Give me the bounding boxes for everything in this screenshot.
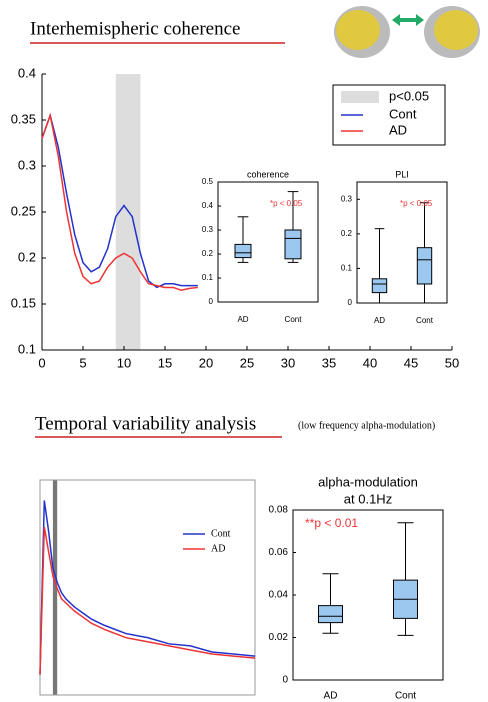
y-tick-label: 0.2 (202, 249, 214, 258)
x-tick-label: 20 (199, 355, 213, 370)
x-tick-label: AD (237, 315, 248, 324)
y-tick-label: 0.04 (269, 590, 289, 601)
x-tick-label: Cont (395, 691, 416, 702)
y-tick-label: 0.4 (202, 201, 214, 210)
plot-frame (39, 479, 256, 696)
chart-title: Temporal variability analysis (35, 413, 256, 434)
x-tick-label: 10 (117, 355, 131, 370)
x-tick-label: 0 (38, 355, 45, 370)
chart-title: at 0.1Hz (344, 491, 392, 506)
x-tick-label: 40 (363, 355, 377, 370)
y-tick-label: 0.1 (18, 341, 36, 356)
x-tick-label: Cont (416, 316, 434, 325)
annotation: *p < 0.05 (400, 199, 433, 208)
y-tick-label: 0.08 (269, 505, 289, 516)
arrow-head (392, 14, 400, 26)
series-line (41, 112, 198, 291)
legend-label: AD (389, 122, 407, 137)
plot-frame (292, 509, 444, 681)
chart-title: PLI (395, 169, 409, 179)
chart-title: Interhemispheric coherence (30, 18, 240, 39)
y-tick-label: 0.06 (269, 547, 289, 558)
x-tick-label: 30 (281, 355, 295, 370)
box (234, 243, 252, 259)
annotation: *p < 0.05 (270, 199, 303, 208)
x-tick-label: 45 (404, 355, 418, 370)
plot-frame (356, 181, 448, 304)
x-tick-label: 15 (158, 355, 172, 370)
y-tick-label: 0.2 (18, 249, 36, 264)
x-tick-label: 50 (445, 355, 459, 370)
legend-label: AD (211, 543, 225, 554)
y-tick-label: 0 (348, 298, 353, 307)
y-tick-label: 0.2 (341, 229, 353, 238)
y-tick-label: 0.3 (18, 157, 36, 172)
y-tick-label: 0.02 (269, 632, 289, 643)
legend-label: Cont (389, 106, 417, 121)
brain-right-region (434, 10, 478, 50)
x-tick-label: Cont (285, 315, 303, 324)
y-tick-label: 0.4 (18, 65, 36, 80)
chart-title: alpha-modulation (318, 474, 418, 489)
chart-subtitle: (low frequency alpha-modulation) (298, 420, 435, 431)
y-tick-label: 0.25 (11, 203, 36, 218)
y-tick-label: 0 (282, 675, 288, 686)
x-tick-label: AD (374, 316, 385, 325)
brain-left-region (336, 10, 380, 50)
legend-label: p<0.05 (389, 88, 429, 103)
arrow-head (416, 14, 424, 26)
y-tick-label: 0.15 (11, 295, 36, 310)
y-tick-label: 0.35 (11, 111, 36, 126)
series-line (39, 500, 256, 675)
series-line (39, 526, 256, 675)
y-tick-label: 0.5 (202, 177, 214, 186)
chart-title: coherence (247, 169, 289, 179)
x-tick-label: 5 (79, 355, 86, 370)
y-tick-label: 0.3 (202, 225, 214, 234)
y-tick-label: 0.1 (341, 264, 353, 273)
box (318, 605, 343, 624)
x-tick-label: 35 (322, 355, 336, 370)
box (371, 278, 388, 294)
legend-swatch (341, 91, 379, 103)
y-tick-label: 0.1 (202, 273, 214, 282)
annotation: **p < 0.01 (305, 516, 358, 530)
x-tick-label: AD (324, 691, 338, 702)
y-tick-label: 0.3 (341, 194, 353, 203)
brain-images (334, 6, 480, 58)
significance-band (52, 480, 58, 695)
x-tick-label: 25 (240, 355, 254, 370)
plot-frame (217, 181, 319, 303)
box (284, 229, 302, 260)
legend-label: Cont (211, 528, 231, 539)
series-line (41, 112, 198, 289)
box (416, 247, 433, 285)
y-tick-label: 0 (209, 297, 214, 306)
